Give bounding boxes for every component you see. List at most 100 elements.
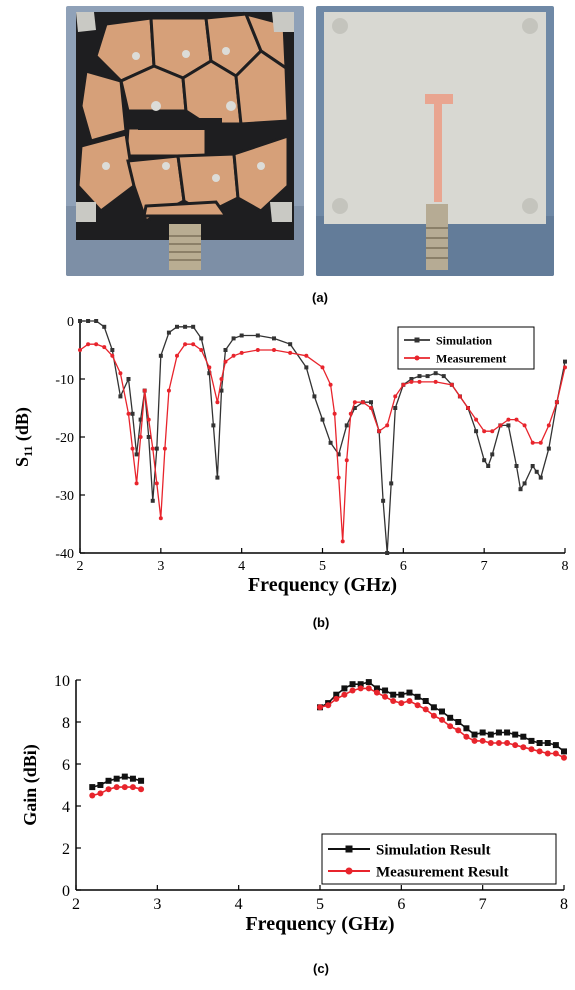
legend-marker (345, 845, 353, 853)
data-point (130, 411, 135, 416)
data-point (130, 446, 135, 451)
data-point (447, 714, 454, 721)
data-point (86, 319, 91, 323)
data-point (536, 748, 543, 755)
data-point (328, 440, 333, 445)
data-point (449, 382, 454, 387)
data-point (352, 406, 357, 410)
data-point (341, 691, 348, 698)
data-point (97, 782, 104, 788)
y-tick-label: -10 (55, 373, 74, 388)
data-point (487, 731, 494, 738)
legend-marker (345, 867, 353, 875)
data-point (504, 740, 511, 746)
data-point (430, 704, 437, 711)
data-point (369, 400, 373, 405)
data-point (530, 440, 535, 445)
data-point (78, 319, 82, 323)
data-point (409, 377, 414, 381)
data-point (110, 348, 115, 352)
legend: Simulation Measurement (397, 326, 535, 370)
data-point (373, 689, 380, 696)
data-point (94, 319, 99, 323)
data-point (518, 487, 523, 492)
y-tick-label: -20 (55, 431, 74, 446)
data-point (544, 740, 551, 746)
x-tick-label: 5 (319, 559, 326, 574)
data-point (154, 446, 159, 451)
data-point (487, 740, 494, 746)
data-point (561, 754, 567, 761)
data-point (390, 691, 397, 698)
data-point (393, 406, 398, 410)
data-point (455, 727, 462, 734)
data-point (538, 440, 543, 445)
data-point (546, 446, 551, 451)
y-tick-label: 0 (62, 883, 70, 900)
data-point (482, 458, 487, 463)
data-point (223, 348, 228, 352)
data-point (385, 551, 390, 555)
data-point (325, 702, 332, 709)
data-point (514, 417, 519, 422)
legend-marker (414, 337, 420, 343)
y-tick-label: 0 (67, 315, 74, 330)
data-point (357, 681, 364, 688)
x-tick-label: 4 (238, 559, 245, 574)
data-point (433, 379, 438, 384)
legend-label: Measurement Result (376, 864, 509, 880)
data-point (389, 481, 394, 486)
data-point (312, 394, 317, 399)
data-point (207, 371, 212, 376)
data-point (344, 423, 349, 428)
y-tick-label: -30 (55, 489, 74, 504)
data-point (344, 458, 349, 463)
data-point (401, 382, 406, 387)
data-point (520, 744, 527, 751)
data-point (191, 342, 196, 347)
data-point (439, 716, 445, 723)
data-point (239, 350, 244, 355)
data-point (357, 685, 364, 692)
data-point (504, 729, 511, 736)
data-point (146, 417, 151, 422)
x-axis-label: Frequency (GHz) (248, 574, 397, 596)
data-point (520, 733, 527, 740)
data-point (554, 400, 559, 405)
data-point (471, 737, 478, 744)
data-point (126, 377, 131, 381)
series-line (79, 343, 566, 542)
data-point (425, 374, 430, 379)
data-point (166, 388, 171, 393)
data-point (422, 706, 429, 713)
data-point (138, 435, 143, 439)
data-point (455, 719, 462, 725)
data-point (528, 737, 535, 744)
y-tick-label: 2 (62, 841, 70, 858)
caption-a: (a) (312, 290, 328, 305)
data-point (482, 429, 487, 434)
antenna-back-photo (316, 6, 554, 276)
data-point (552, 750, 559, 757)
data-point (447, 723, 454, 730)
data-point (490, 429, 495, 434)
series-2 (78, 342, 567, 544)
data-point (272, 336, 276, 341)
data-point (522, 423, 527, 428)
data-point (441, 374, 446, 379)
data-point (561, 748, 567, 755)
data-point (118, 371, 123, 376)
y-axis-label: Gain (dBi) (20, 744, 41, 826)
legend-label: Simulation Result (376, 842, 491, 858)
series-1 (89, 679, 567, 791)
data-point (129, 784, 136, 791)
data-point (457, 394, 462, 399)
data-point (255, 348, 260, 352)
legend-marker (414, 355, 420, 361)
y-axis-label: S11 (dB) (12, 407, 35, 467)
data-point (471, 731, 478, 738)
data-point (142, 388, 147, 393)
data-point (211, 423, 216, 428)
data-point (89, 792, 96, 799)
data-point (320, 417, 325, 422)
